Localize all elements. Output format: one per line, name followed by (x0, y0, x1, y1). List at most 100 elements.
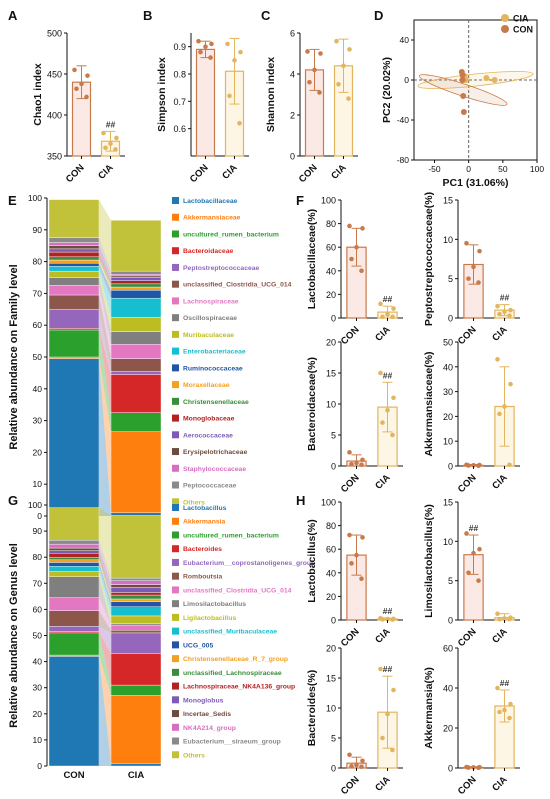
x-tick-label: CON (456, 774, 479, 797)
stack-connector (99, 557, 111, 599)
stack-segment-cia (110, 317, 162, 332)
stack-segment-cia (110, 695, 162, 764)
significance-mark: ## (383, 664, 393, 674)
data-point (354, 244, 359, 250)
stack-connector (99, 548, 111, 588)
stack-connector (99, 199, 111, 272)
stack-segment-con (48, 270, 100, 278)
stack-connector (99, 266, 111, 318)
legend-swatch (172, 197, 179, 204)
stack-segment-con (48, 199, 100, 238)
y-tick-label: 0 (448, 314, 453, 324)
data-point (347, 223, 352, 229)
legend-label: Others (183, 499, 205, 506)
stack-segment-con (48, 358, 100, 517)
stack-segment-cia (110, 344, 162, 359)
data-point (334, 38, 339, 44)
legend-label: unclassified_Muribaculaceae (183, 629, 277, 636)
legend-label: Lactobacillus (183, 505, 227, 512)
stack-segment-cia (110, 601, 162, 607)
stack-segment-cia (110, 331, 162, 345)
x-tick-label: CIA (96, 162, 115, 181)
y-tick-label: 15 (326, 369, 336, 379)
legend-label: uncultured_rumen_bacterium (183, 532, 279, 539)
stack-connector (99, 294, 111, 372)
y-tick-label: 40 (326, 568, 336, 578)
stack-segment-cia (110, 630, 162, 634)
legend-swatch (172, 723, 179, 731)
data-point (225, 41, 230, 47)
y-tick-label: 5 (448, 576, 453, 586)
y-tick-label: 10 (326, 704, 336, 714)
data-point (198, 49, 203, 55)
data-point (79, 81, 84, 87)
data-point (497, 616, 502, 622)
data-point (471, 550, 476, 556)
legend-label: Eubacterium__siraeum_group (183, 739, 281, 746)
stack-segment-cia (110, 587, 162, 593)
y-tick-label: 10 (443, 235, 453, 245)
legend-swatch (172, 737, 179, 745)
y-tick-label: 60 (33, 320, 43, 330)
stack-connector (99, 263, 111, 299)
y-axis-title: Relative abundance on Genus level (8, 543, 20, 728)
stack-segment-cia (110, 275, 162, 278)
pcoa-point-con (460, 109, 467, 115)
data-point (114, 135, 119, 141)
stack-segment-cia (110, 297, 162, 318)
y-tick-label: 40 (33, 384, 43, 394)
legend-swatch (172, 710, 179, 718)
stack-segment-con (48, 294, 100, 310)
stack-connector (99, 242, 111, 276)
y-tick-label: 15 (326, 674, 336, 684)
y-tick-label: 0 (448, 462, 453, 472)
stack-segment-cia (110, 580, 162, 585)
legend-swatch (172, 381, 179, 389)
bar-con (195, 48, 216, 157)
legend-label: Ruminococcaceae (183, 365, 243, 372)
y-axis-title: Peptostreptococcaceae(%) (423, 192, 435, 326)
stack-segment-con (48, 242, 100, 246)
data-point (347, 532, 352, 538)
data-point (391, 306, 396, 311)
y-tick-label: 20 (326, 644, 336, 654)
x-tick-label: CON (456, 472, 479, 495)
stack-segment-con (48, 251, 100, 258)
stack-segment-cia (110, 615, 162, 624)
stack-segment-cia (110, 653, 162, 686)
data-point (349, 256, 354, 262)
x-tick-label: CIA (373, 472, 392, 491)
data-point (72, 67, 77, 73)
stack-segment-con (48, 571, 100, 577)
stack-segment-con (48, 507, 100, 541)
data-point (507, 616, 512, 622)
stack-segment-con (48, 557, 100, 561)
data-point (84, 94, 89, 100)
data-point (196, 38, 201, 44)
y-tick-label: 90 (33, 526, 43, 536)
y-tick-label: 10 (326, 400, 336, 410)
y-tick-label: 0 (290, 152, 295, 162)
data-point (495, 357, 500, 362)
stack-segment-cia (110, 274, 162, 277)
data-point (497, 709, 502, 715)
stack-connector (99, 358, 111, 516)
legend-label: Muribaculaceae (183, 332, 234, 339)
legend-swatch (172, 558, 179, 566)
y-tick-label: 4 (290, 70, 295, 80)
y-tick-label: 30 (443, 387, 453, 397)
data-point (466, 463, 471, 468)
legend-swatch (172, 481, 179, 489)
data-point (360, 535, 365, 540)
stack-connector (99, 507, 111, 579)
stack-connector (99, 553, 111, 596)
legend-label: Lactobacillaceae (183, 198, 238, 205)
stack-connector (99, 237, 111, 275)
stack-connector (99, 656, 111, 766)
stack-segment-con (48, 547, 100, 551)
stack-connector (99, 329, 111, 432)
stack-segment-con (48, 559, 100, 563)
data-point (359, 576, 364, 581)
data-point (346, 96, 351, 101)
y-tick-label: -40 (397, 115, 410, 125)
